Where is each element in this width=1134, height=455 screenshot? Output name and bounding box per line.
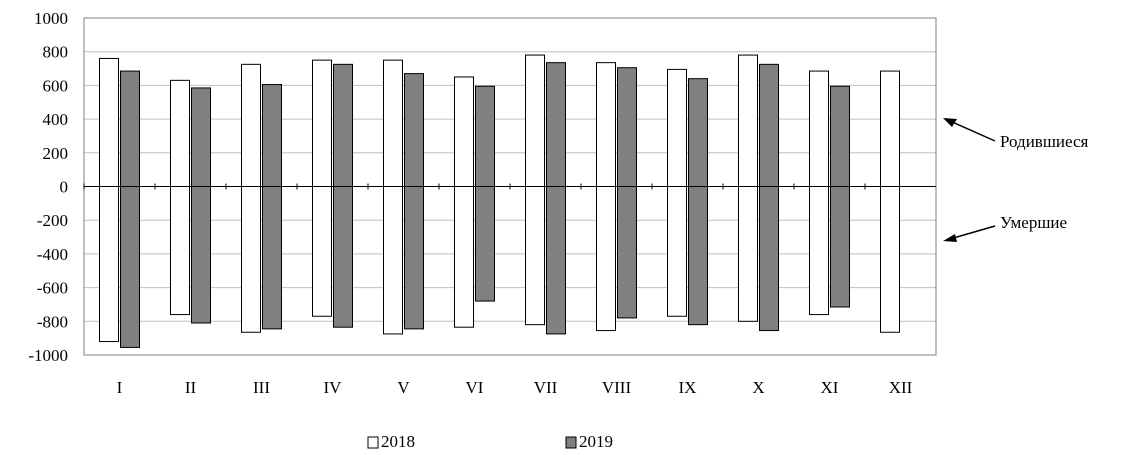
legend-label-2018: 2018 (381, 432, 415, 451)
bar-2018-birth (383, 59, 403, 187)
bar-2019-birth (120, 70, 140, 187)
x-tick-label: VI (466, 378, 484, 397)
x-tick-label: XII (889, 378, 913, 397)
annotation-births: Родившиеся (943, 118, 1089, 151)
bar-2019-birth (617, 67, 637, 187)
bar-2018-birth (312, 59, 332, 187)
x-axis-ticks (83, 183, 866, 190)
y-tick-label: 1000 (34, 9, 68, 28)
bar-2019-death (262, 186, 282, 330)
bar-2019-birth (191, 87, 211, 187)
y-tick-label: 600 (43, 76, 69, 95)
annotation-deaths: Умершие (943, 213, 1067, 242)
bar-2018-birth (667, 68, 687, 187)
bar-2018-death (241, 186, 261, 333)
bar-2018-death (809, 186, 829, 316)
bar-2019-birth (759, 63, 779, 187)
bar-2019-birth (333, 63, 353, 187)
y-tick-label: -200 (37, 211, 68, 230)
x-tick-label: II (185, 378, 197, 397)
bar-2019-birth (262, 84, 282, 187)
x-tick-label: III (253, 378, 270, 397)
bar-2018-birth (596, 62, 616, 188)
bar-2019-death (404, 186, 424, 330)
x-tick-label: IX (679, 378, 697, 397)
bar-2019-birth (475, 85, 495, 187)
bar-2019-death (120, 186, 140, 348)
bar-2018-birth (241, 63, 261, 187)
bar-2019-death (617, 186, 637, 319)
y-tick-label: 0 (60, 178, 69, 197)
legend-label-2019: 2019 (579, 432, 613, 451)
legend-swatch-2019 (565, 436, 577, 449)
bar-2019-death (830, 186, 850, 308)
bar-2018-birth (99, 57, 119, 187)
bar-2018-birth (170, 79, 190, 187)
annotation-births-label: Родившиеся (1000, 132, 1089, 151)
bar-2018-death (454, 186, 474, 328)
bar-2018-death (525, 186, 545, 326)
gridlines (84, 51, 936, 322)
bar-2018-death (99, 186, 119, 343)
bar-2018-death (880, 186, 900, 333)
y-tick-label: -1000 (28, 346, 68, 365)
bar-2018-death (596, 186, 616, 332)
bar-2019-death (475, 186, 495, 302)
bar-2019-birth (404, 73, 424, 187)
bar-2019-death (191, 186, 211, 324)
bar-2019-birth (688, 78, 708, 187)
y-tick-label: 800 (43, 43, 69, 62)
y-tick-label: 200 (43, 144, 69, 163)
x-tick-label: X (752, 378, 764, 397)
bar-2018-death (738, 186, 758, 322)
bar-2019-birth (546, 62, 566, 188)
x-tick-label: VIII (602, 378, 632, 397)
bar-2019-death (333, 186, 353, 328)
x-tick-label: V (397, 378, 410, 397)
bar-2018-death (383, 186, 403, 335)
legend-swatch-2018 (367, 436, 379, 449)
bar-2018-death (312, 186, 332, 317)
bar-2018-death (667, 186, 687, 317)
bar-2019-death (759, 186, 779, 332)
bar-2018-birth (809, 70, 829, 187)
bars (99, 54, 900, 348)
y-tick-label: -600 (37, 279, 68, 298)
bar-2018-birth (738, 54, 758, 187)
annotation-deaths-label: Умершие (1000, 213, 1067, 232)
y-axis-labels: 1000 800 600 400 200 0 -200 -400 -600 -800 -1000 (28, 9, 68, 365)
bar-2019-birth (830, 85, 850, 187)
bar-2019-death (688, 186, 708, 326)
y-tick-label: -400 (37, 245, 68, 264)
y-tick-label: 400 (43, 110, 69, 129)
bar-2019-death (546, 186, 566, 335)
bar-2018-birth (880, 70, 900, 187)
x-axis-labels: I II III IV V VI VII VIII IX X XI XII (117, 378, 913, 397)
bar-2018-birth (525, 54, 545, 187)
x-tick-label: IV (324, 378, 343, 397)
bar-2018-death (170, 186, 190, 316)
bar-2018-birth (454, 76, 474, 187)
x-tick-label: XI (821, 378, 839, 397)
x-tick-label: VII (534, 378, 558, 397)
legend: 2018 2019 (367, 432, 613, 451)
y-tick-label: -800 (37, 312, 68, 331)
x-tick-label: I (117, 378, 123, 397)
